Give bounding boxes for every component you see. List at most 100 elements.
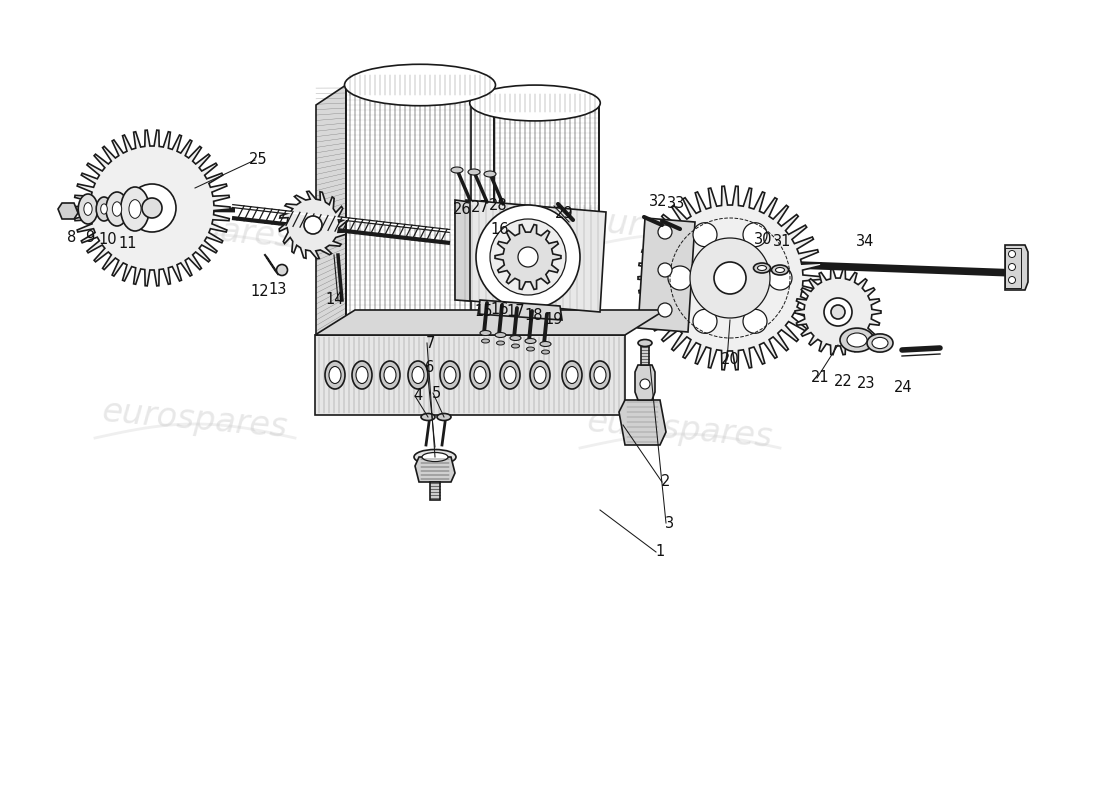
Circle shape (276, 265, 287, 275)
Text: 28: 28 (488, 198, 507, 214)
Text: 14: 14 (326, 291, 344, 306)
Text: 11: 11 (119, 235, 138, 250)
Ellipse shape (527, 347, 535, 351)
Bar (346, 85, 494, 340)
Ellipse shape (414, 450, 456, 465)
Text: 10: 10 (99, 231, 118, 246)
Polygon shape (279, 191, 346, 258)
Text: 17: 17 (507, 305, 526, 319)
Text: 7: 7 (426, 335, 434, 350)
Ellipse shape (421, 414, 434, 421)
Polygon shape (455, 200, 470, 301)
Ellipse shape (474, 366, 486, 383)
Circle shape (824, 298, 852, 326)
Ellipse shape (500, 361, 520, 389)
Polygon shape (58, 203, 78, 219)
Circle shape (714, 262, 746, 294)
Circle shape (304, 216, 322, 234)
Ellipse shape (562, 361, 582, 389)
Ellipse shape (758, 266, 767, 270)
Circle shape (658, 225, 672, 239)
Circle shape (668, 266, 692, 290)
Text: 21: 21 (811, 370, 829, 386)
Ellipse shape (96, 197, 112, 221)
Circle shape (768, 266, 792, 290)
Bar (1005, 248, 1021, 288)
Text: 5: 5 (431, 386, 441, 401)
Ellipse shape (329, 366, 341, 383)
Text: 20: 20 (720, 353, 739, 367)
Text: 4: 4 (414, 389, 422, 403)
Text: 34: 34 (856, 234, 875, 250)
Circle shape (703, 251, 757, 305)
Text: 22: 22 (834, 374, 852, 390)
Text: eurospares: eurospares (585, 406, 774, 454)
Text: eurospares: eurospares (585, 206, 774, 254)
Circle shape (1009, 277, 1015, 283)
Ellipse shape (594, 366, 606, 383)
Text: 27: 27 (471, 201, 490, 215)
Circle shape (693, 222, 717, 246)
Bar (346, 85, 494, 340)
Text: 32: 32 (649, 194, 668, 210)
Polygon shape (638, 218, 695, 332)
Ellipse shape (121, 187, 150, 231)
Text: 12: 12 (251, 285, 270, 299)
Text: 3: 3 (666, 515, 674, 530)
Circle shape (640, 379, 650, 389)
Ellipse shape (495, 333, 506, 338)
Ellipse shape (468, 169, 480, 175)
Polygon shape (619, 400, 666, 445)
Circle shape (518, 247, 538, 267)
Text: 1: 1 (656, 545, 664, 559)
Circle shape (693, 310, 717, 334)
Circle shape (1009, 263, 1015, 270)
Ellipse shape (496, 341, 505, 345)
Polygon shape (316, 85, 346, 360)
Ellipse shape (470, 317, 601, 339)
Text: 18: 18 (525, 309, 543, 323)
Ellipse shape (356, 366, 369, 383)
Text: 23: 23 (857, 377, 876, 391)
Text: eurospares: eurospares (106, 206, 295, 254)
Circle shape (142, 198, 162, 218)
Text: eurospares: eurospares (101, 395, 289, 445)
Polygon shape (635, 365, 654, 400)
Text: 16: 16 (491, 302, 509, 317)
Polygon shape (795, 270, 881, 354)
Ellipse shape (384, 366, 396, 383)
Polygon shape (460, 200, 606, 312)
Circle shape (1009, 250, 1015, 258)
Ellipse shape (480, 330, 491, 335)
Ellipse shape (504, 366, 516, 383)
Ellipse shape (482, 339, 490, 343)
Ellipse shape (754, 263, 770, 273)
Circle shape (658, 263, 672, 277)
Ellipse shape (129, 200, 141, 218)
Ellipse shape (78, 194, 98, 224)
Ellipse shape (872, 338, 888, 349)
Text: 13: 13 (268, 282, 287, 298)
Circle shape (128, 184, 176, 232)
Text: 26: 26 (453, 202, 471, 218)
Ellipse shape (84, 202, 92, 215)
Ellipse shape (451, 167, 463, 173)
Circle shape (830, 305, 845, 319)
Text: 6: 6 (426, 361, 434, 375)
Ellipse shape (512, 344, 519, 348)
Text: 19: 19 (544, 313, 563, 327)
Ellipse shape (408, 361, 428, 389)
Polygon shape (74, 130, 230, 286)
Circle shape (490, 219, 566, 295)
Ellipse shape (771, 265, 789, 275)
Polygon shape (638, 186, 822, 370)
Polygon shape (1005, 245, 1028, 290)
Ellipse shape (379, 361, 400, 389)
Ellipse shape (638, 339, 652, 346)
Ellipse shape (540, 342, 551, 346)
Ellipse shape (484, 171, 496, 177)
Text: 29: 29 (554, 206, 573, 222)
Circle shape (742, 222, 767, 246)
Text: 9: 9 (86, 230, 95, 245)
Ellipse shape (867, 334, 893, 352)
